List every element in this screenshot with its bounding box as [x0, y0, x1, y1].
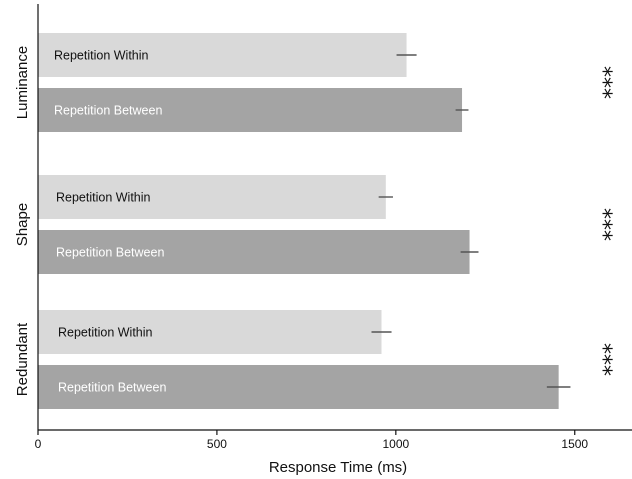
bar-label: Repetition Within [54, 49, 149, 63]
bar-label: Repetition Within [56, 191, 151, 205]
bar-label: Repetition Between [58, 381, 166, 395]
bars-layer [38, 33, 559, 409]
bar-label: Repetition Between [56, 246, 164, 260]
x-tick-label: 1500 [561, 437, 588, 451]
group-label-shape: Shape [14, 203, 31, 246]
x-axis-title: Response Time (ms) [269, 459, 407, 476]
x-tick-label: 500 [207, 437, 227, 451]
group-labels-layer: Luminance Shape Redundant [14, 46, 31, 396]
error-bars-layer [371, 54, 571, 388]
bar-luminance-repetition-within [38, 33, 407, 77]
bar-label: Repetition Within [58, 326, 153, 340]
bar-redundant-repetition-between [38, 365, 559, 409]
x-tick-label: 1000 [382, 437, 409, 451]
significance-marker: *** [590, 343, 615, 376]
bar-luminance-repetition-between [38, 88, 463, 132]
bar-label: Repetition Between [54, 104, 162, 118]
bar-labels-layer: Repetition Within Repetition Between Repet… [54, 49, 166, 395]
bar-shape-repetition-between [38, 230, 470, 274]
group-label-redundant: Redundant [14, 322, 31, 396]
significance-marker: *** [590, 66, 615, 99]
group-label-luminance: Luminance [14, 46, 31, 119]
x-tick-label: 0 [35, 437, 42, 451]
bar-shape-repetition-within [38, 175, 386, 219]
significance-layer: *** *** *** [590, 66, 615, 376]
axes-layer: 0 500 1000 1500 [35, 4, 632, 451]
significance-marker: *** [590, 208, 615, 241]
bar-redundant-repetition-within [38, 310, 382, 354]
